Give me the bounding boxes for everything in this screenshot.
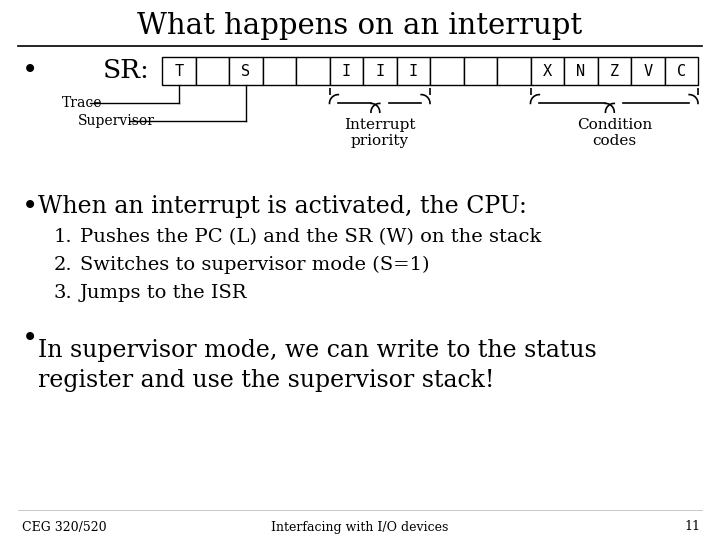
Bar xyxy=(531,57,564,85)
Text: When an interrupt is activated, the CPU:: When an interrupt is activated, the CPU: xyxy=(38,195,527,219)
Bar xyxy=(464,57,497,85)
Bar xyxy=(430,57,464,85)
Text: 3.: 3. xyxy=(53,284,72,302)
Bar xyxy=(162,57,196,85)
Text: Supervisor: Supervisor xyxy=(78,114,155,128)
Text: Interfacing with I/O devices: Interfacing with I/O devices xyxy=(271,521,449,534)
Text: Switches to supervisor mode (S=1): Switches to supervisor mode (S=1) xyxy=(80,256,430,274)
Bar xyxy=(229,57,263,85)
Bar xyxy=(196,57,229,85)
Text: Interrupt
priority: Interrupt priority xyxy=(344,118,415,148)
Bar xyxy=(296,57,330,85)
Text: C: C xyxy=(677,64,686,78)
Text: SR:: SR: xyxy=(103,58,150,84)
Text: •: • xyxy=(22,326,38,353)
Text: What happens on an interrupt: What happens on an interrupt xyxy=(138,12,582,40)
Text: CEG 320/520: CEG 320/520 xyxy=(22,521,107,534)
Text: 11: 11 xyxy=(684,521,700,534)
Text: 2.: 2. xyxy=(53,256,72,274)
Text: Jumps to the ISR: Jumps to the ISR xyxy=(80,284,248,302)
Text: 1.: 1. xyxy=(53,228,72,246)
Bar xyxy=(330,57,363,85)
Text: I: I xyxy=(342,64,351,78)
Bar xyxy=(363,57,397,85)
Text: S: S xyxy=(241,64,251,78)
Text: Trace: Trace xyxy=(62,96,102,110)
Text: •: • xyxy=(22,193,38,220)
Text: V: V xyxy=(643,64,652,78)
Text: Pushes the PC (L) and the SR (W) on the stack: Pushes the PC (L) and the SR (W) on the … xyxy=(80,228,541,246)
Text: •: • xyxy=(22,57,38,84)
Text: T: T xyxy=(174,64,184,78)
Text: Z: Z xyxy=(610,64,618,78)
Bar xyxy=(497,57,531,85)
Bar xyxy=(397,57,430,85)
Bar xyxy=(631,57,665,85)
Text: I: I xyxy=(409,64,418,78)
Bar xyxy=(564,57,598,85)
Bar xyxy=(263,57,296,85)
Text: X: X xyxy=(543,64,552,78)
Text: In supervisor mode, we can write to the status
register and use the supervisor s: In supervisor mode, we can write to the … xyxy=(38,339,597,392)
Text: I: I xyxy=(375,64,384,78)
Text: Condition
codes: Condition codes xyxy=(577,118,652,148)
Bar xyxy=(665,57,698,85)
Text: N: N xyxy=(576,64,585,78)
Bar xyxy=(598,57,631,85)
